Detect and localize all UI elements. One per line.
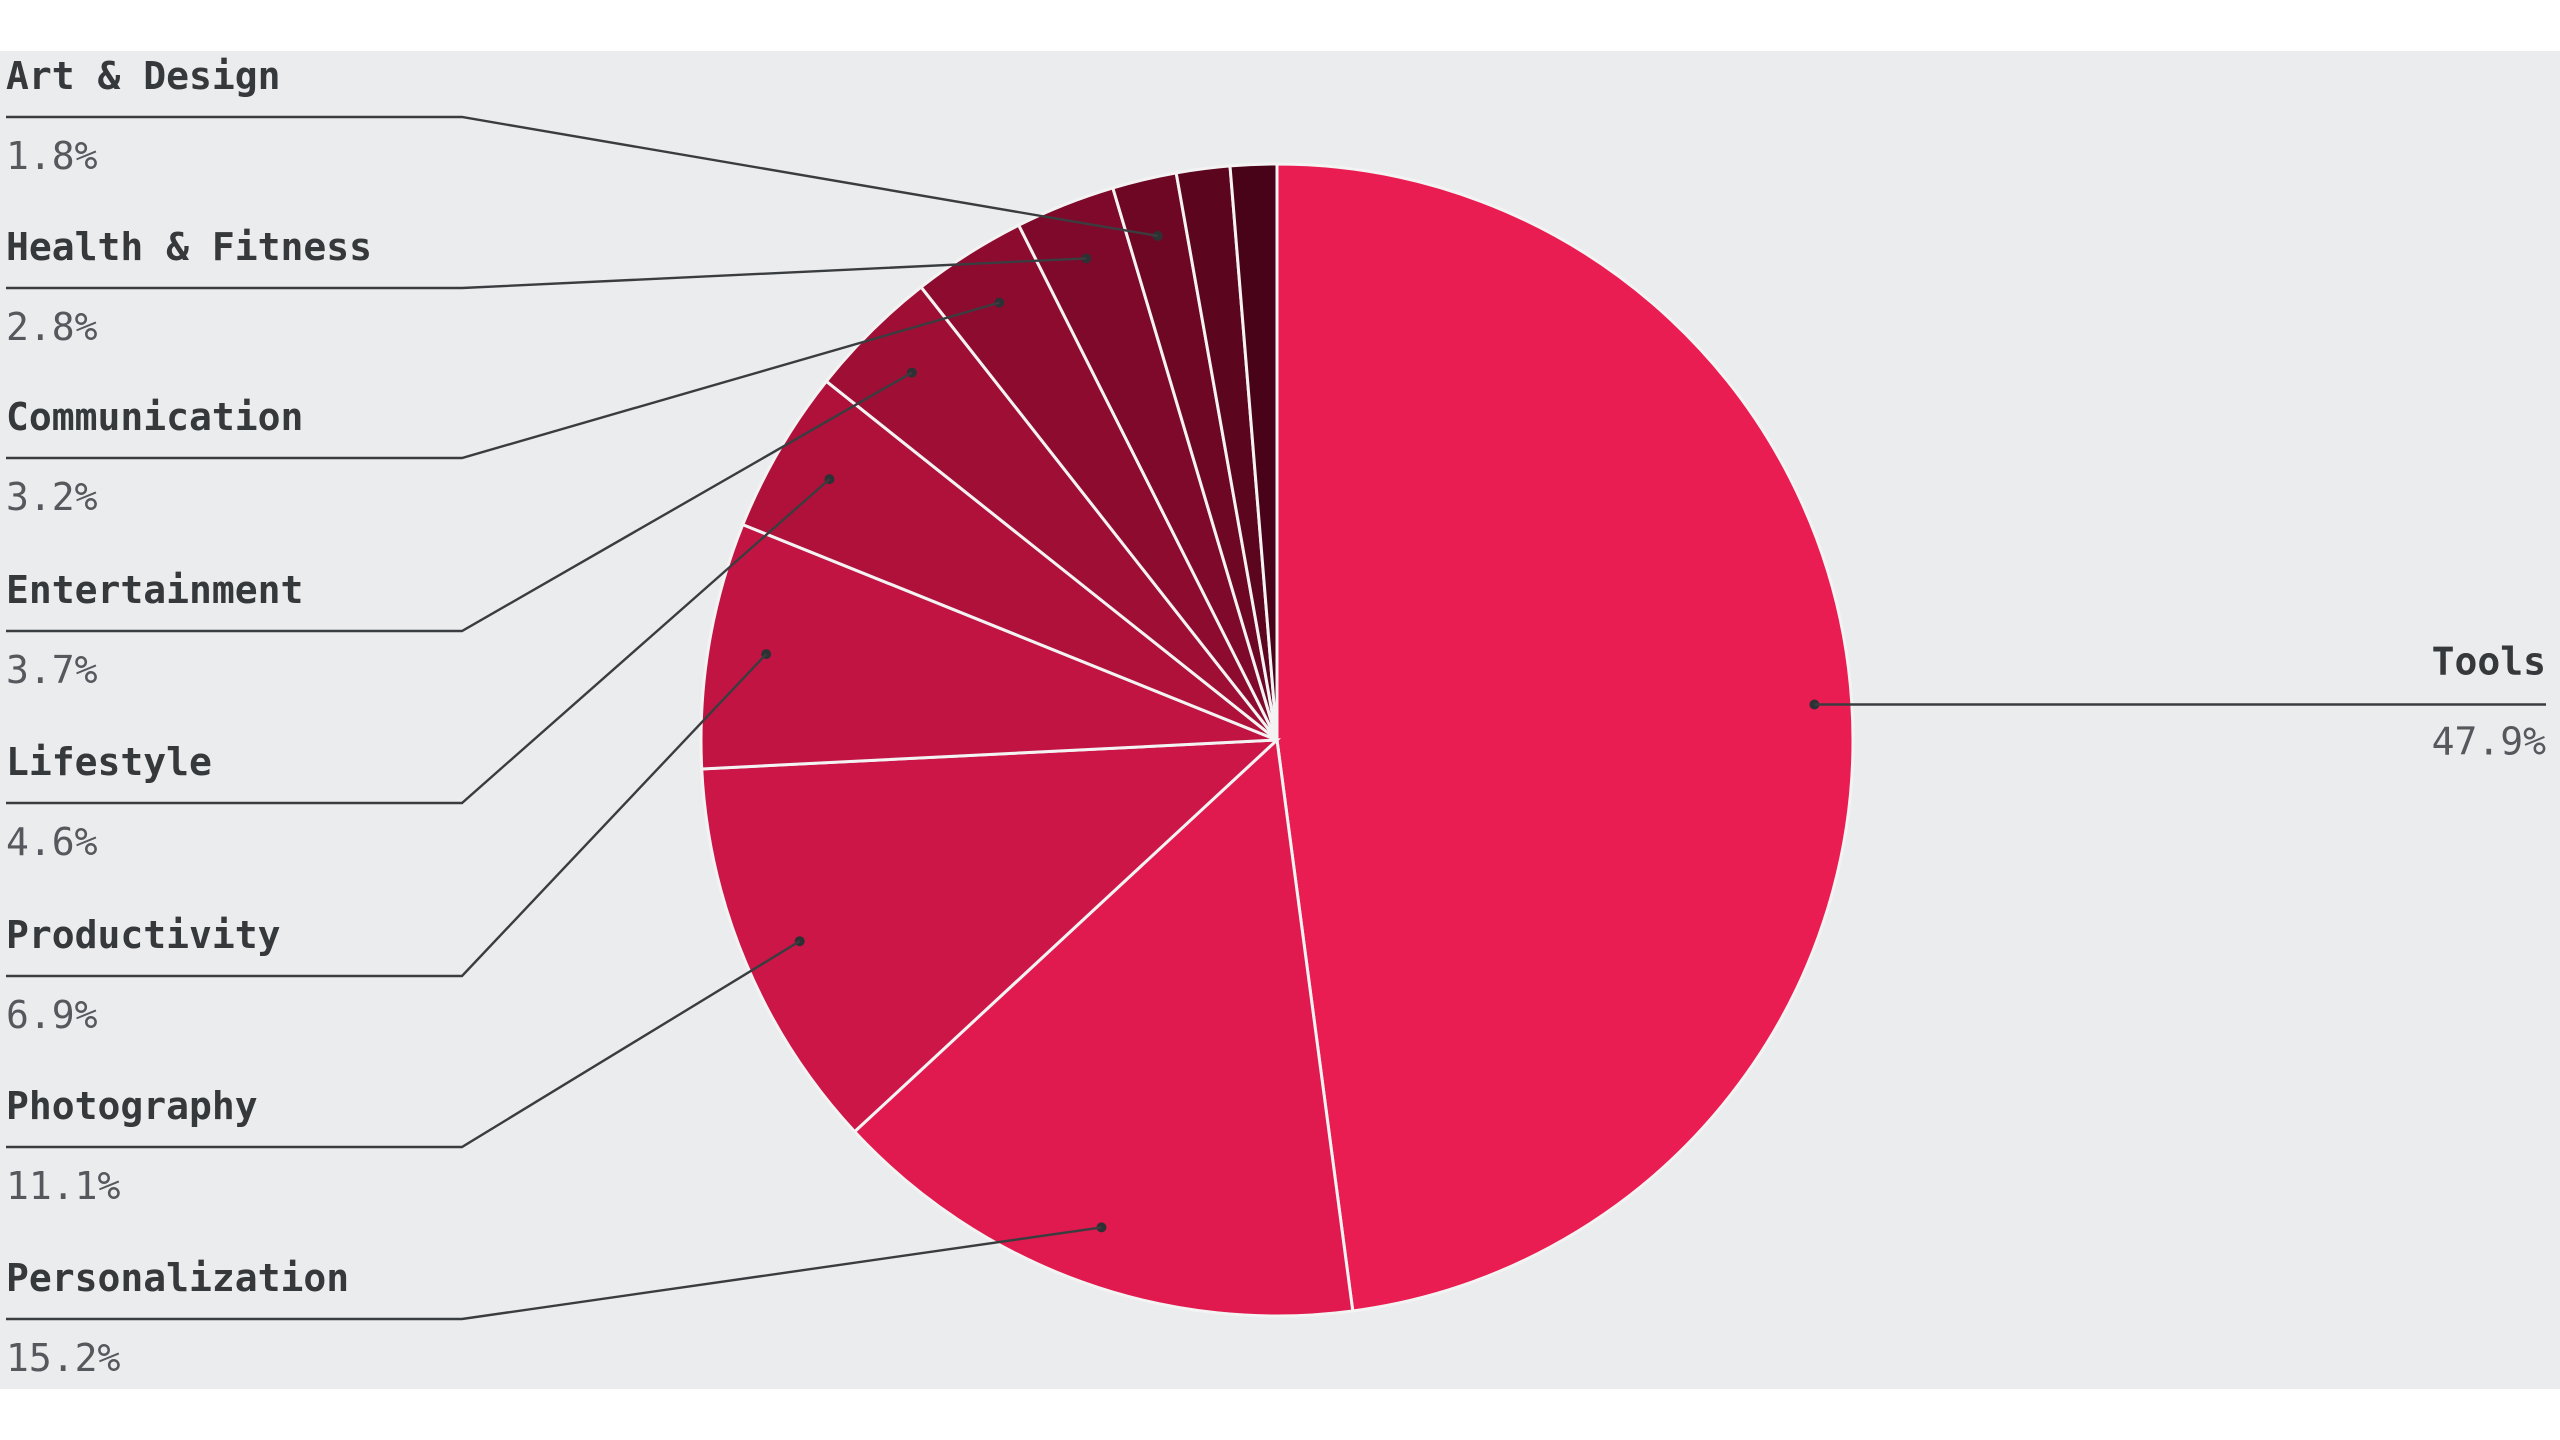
leader-line-communication (6, 301, 1000, 460)
pie-slices (699, 162, 1855, 1318)
category-label-personalization: Personalization (6, 1256, 349, 1300)
leader-line-personalization (6, 1226, 1102, 1321)
leader-line-lifestyle (6, 478, 831, 805)
percent-label-art-and-design: 1.8% (6, 134, 98, 178)
percent-label-lifestyle: 4.6% (6, 820, 98, 864)
percent-label-photography: 11.1% (6, 1164, 121, 1208)
chart-panel: Tools 47.9% Personalization 15.2% Photograph… (0, 51, 2560, 1389)
category-label-communication: Communication (6, 395, 303, 439)
category-label-lifestyle: Lifestyle (6, 740, 212, 784)
category-label-entertainment: Entertainment (6, 568, 303, 612)
percent-label-tools: 47.9% (2432, 719, 2547, 763)
pie-slice-personalization (852, 736, 1355, 1318)
leader-line-productivity (6, 653, 768, 978)
pie-slice-unlabeled-10 (1228, 162, 1279, 741)
percent-label-health-and-fitness: 2.8% (6, 305, 98, 349)
category-label-art-and-design: Art & Design (6, 54, 281, 98)
percent-label-communication: 3.2% (6, 475, 98, 519)
pie-chart: Tools 47.9% Personalization 15.2% Photograph… (6, 54, 2546, 1380)
leader-line-health-and-fitness (6, 257, 1087, 290)
category-label-health-and-fitness: Health & Fitness (6, 225, 372, 269)
category-label-tools: Tools (2432, 639, 2546, 683)
leader-line-art-and-design (6, 115, 1158, 238)
leader-line-photography (6, 940, 801, 1149)
percent-label-personalization: 15.2% (6, 1336, 121, 1380)
pie-callouts: Tools 47.9% Personalization 15.2% Photograph… (6, 54, 2546, 1380)
leader-line-entertainment (6, 371, 913, 633)
percent-label-entertainment: 3.7% (6, 648, 98, 692)
pie-slice-photography (700, 738, 1282, 1134)
pie-slice-productivity (699, 522, 1278, 771)
pie-slice-tools (1275, 162, 1855, 1313)
category-label-photography: Photography (6, 1084, 258, 1128)
percent-label-productivity: 6.9% (6, 993, 98, 1037)
category-label-productivity: Productivity (6, 913, 281, 957)
